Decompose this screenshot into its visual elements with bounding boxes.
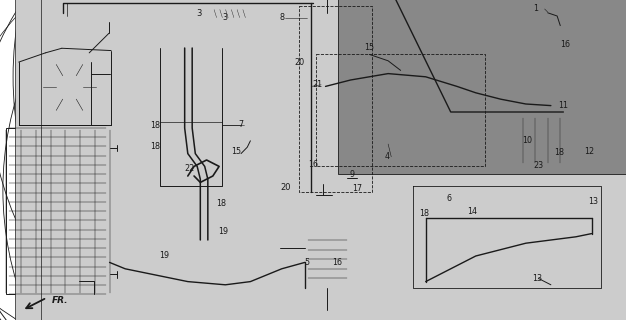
Text: 14: 14 (468, 207, 478, 216)
Text: 20: 20 (294, 58, 304, 67)
Text: 15: 15 (364, 44, 374, 52)
Bar (520, 118, 563, 163)
Text: 11: 11 (558, 101, 568, 110)
Text: 16: 16 (332, 258, 342, 267)
Text: 3: 3 (197, 9, 202, 18)
Text: 15: 15 (232, 148, 242, 156)
Text: 16: 16 (560, 40, 570, 49)
Text: 10: 10 (522, 136, 532, 145)
Text: 16: 16 (308, 160, 318, 169)
Text: 20: 20 (281, 183, 291, 192)
Text: 13: 13 (532, 274, 542, 283)
Text: 18: 18 (419, 209, 429, 218)
Text: 9: 9 (350, 170, 355, 179)
Text: 19: 19 (159, 252, 169, 260)
Text: 18: 18 (150, 121, 160, 130)
Text: 4: 4 (384, 152, 389, 161)
Text: 18: 18 (554, 148, 564, 157)
Text: 1: 1 (533, 4, 538, 13)
Bar (6, 128, 110, 294)
Text: 13: 13 (588, 197, 598, 206)
Text: FR.: FR. (51, 296, 68, 305)
Text: 8: 8 (279, 13, 284, 22)
Bar (557, 102, 595, 147)
Bar (305, 230, 350, 288)
Text: 18: 18 (150, 142, 160, 151)
Bar (476, 211, 501, 230)
Bar (213, 10, 244, 18)
Text: 18: 18 (217, 199, 227, 208)
Bar (305, 32, 350, 184)
Text: 6: 6 (446, 194, 451, 203)
Text: 17: 17 (352, 184, 362, 193)
Text: 7: 7 (239, 120, 244, 129)
Text: 23: 23 (533, 161, 543, 170)
Text: 5: 5 (304, 258, 309, 267)
Text: 22: 22 (185, 164, 195, 173)
Text: 3: 3 (223, 13, 228, 22)
Text: 21: 21 (312, 80, 322, 89)
Text: 12: 12 (584, 148, 594, 156)
Bar (560, 16, 598, 74)
Text: 19: 19 (218, 228, 228, 236)
